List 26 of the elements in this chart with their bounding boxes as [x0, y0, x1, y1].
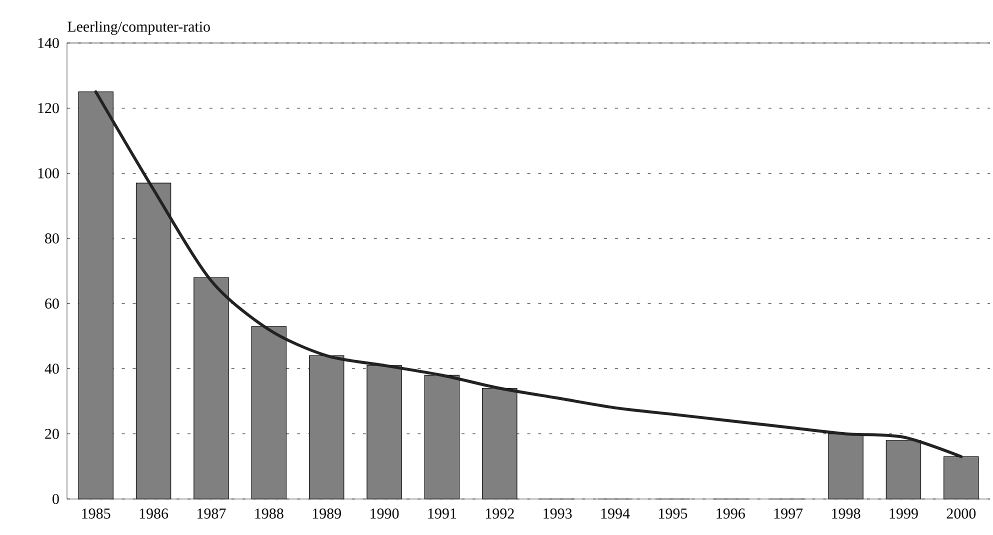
x-tick-label: 1989 — [312, 508, 341, 519]
x-tick-label: 1991 — [428, 508, 456, 519]
x-tick-label: 1992 — [486, 508, 514, 519]
y-axis-title: Leerling/computer-ratio — [68, 21, 210, 35]
x-tick-label: 1993 — [544, 508, 572, 519]
y-tick-label: 80 — [45, 233, 59, 244]
x-tick-label: 1995 — [659, 508, 688, 519]
x-tick-label: 1996 — [716, 508, 745, 519]
y-tick-label: 0 — [52, 494, 59, 504]
x-tick-label: 1990 — [370, 508, 399, 519]
y-tick-label: 60 — [45, 298, 59, 309]
x-tick-label: 1999 — [890, 508, 918, 519]
x-tick-label: 1988 — [255, 508, 284, 519]
x-tick-label: 1986 — [140, 508, 168, 519]
x-tick-label: 1998 — [832, 508, 860, 519]
line-series — [94, 90, 963, 458]
x-tick-label: 1997 — [774, 508, 803, 519]
x-tick-label: 2000 — [946, 508, 976, 519]
x-tick-label: 1994 — [601, 508, 630, 519]
y-tick-label: 120 — [38, 103, 59, 114]
y-tick-label: 40 — [44, 364, 59, 374]
y-tick-label: 20 — [45, 428, 59, 439]
x-tick-label: 1985 — [82, 508, 110, 519]
x-tick-label: 1987 — [198, 508, 226, 519]
y-tick-label: 100 — [38, 168, 59, 178]
y-tick-label: 140 — [38, 38, 59, 48]
